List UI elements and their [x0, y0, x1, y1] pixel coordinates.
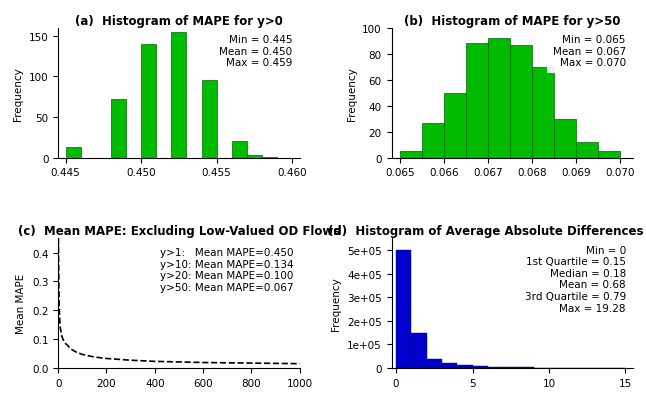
Bar [532, 67, 554, 158]
Text: Min = 0.445
Mean = 0.450
Max = 0.459: Min = 0.445 Mean = 0.450 Max = 0.459 [220, 35, 293, 68]
Y-axis label: Mean MAPE: Mean MAPE [16, 273, 26, 333]
Bar [554, 119, 576, 158]
Bar [510, 45, 532, 158]
Bar [457, 365, 472, 368]
Bar [466, 44, 488, 158]
Title: (b)  Histogram of MAPE for y>50: (b) Histogram of MAPE for y>50 [404, 14, 621, 27]
Bar [247, 156, 262, 158]
Bar [426, 359, 442, 368]
Bar [444, 93, 466, 158]
Bar [488, 367, 503, 368]
Bar [262, 157, 277, 158]
Bar [202, 81, 216, 158]
Bar [396, 250, 412, 368]
Bar [141, 45, 156, 158]
Bar [598, 152, 620, 158]
Bar [232, 142, 247, 158]
Bar [488, 39, 510, 158]
Bar [503, 367, 518, 368]
Title: (c)  Mean MAPE: Excluding Low-Valued OD Flows: (c) Mean MAPE: Excluding Low-Valued OD F… [18, 225, 340, 237]
Bar [412, 333, 426, 368]
Bar [66, 148, 81, 158]
Text: Min = 0
1st Quartile = 0.15
Median = 0.18
Mean = 0.68
3rd Quartile = 0.79
Max = : Min = 0 1st Quartile = 0.15 Median = 0.1… [525, 245, 626, 313]
Bar [576, 143, 598, 158]
Bar [171, 33, 187, 158]
Title: (d)  Histogram of Average Absolute Differences for y<5: (d) Histogram of Average Absolute Differ… [328, 225, 646, 237]
Y-axis label: Frequency: Frequency [347, 67, 357, 120]
Text: Min = 0.065
Mean = 0.067
Max = 0.070: Min = 0.065 Mean = 0.067 Max = 0.070 [553, 35, 626, 68]
Bar [111, 100, 126, 158]
Bar [472, 366, 488, 368]
Text: y>1:   Mean MAPE=0.450
y>10: Mean MAPE=0.134
y>20: Mean MAPE=0.100
y>50: Mean MA: y>1: Mean MAPE=0.450 y>10: Mean MAPE=0.1… [160, 247, 293, 292]
Bar [422, 123, 444, 158]
Y-axis label: Frequency: Frequency [13, 67, 23, 120]
Bar [401, 152, 422, 158]
Title: (a)  Histogram of MAPE for y>0: (a) Histogram of MAPE for y>0 [75, 14, 283, 27]
Y-axis label: Frequency: Frequency [331, 276, 342, 330]
Bar [442, 363, 457, 368]
